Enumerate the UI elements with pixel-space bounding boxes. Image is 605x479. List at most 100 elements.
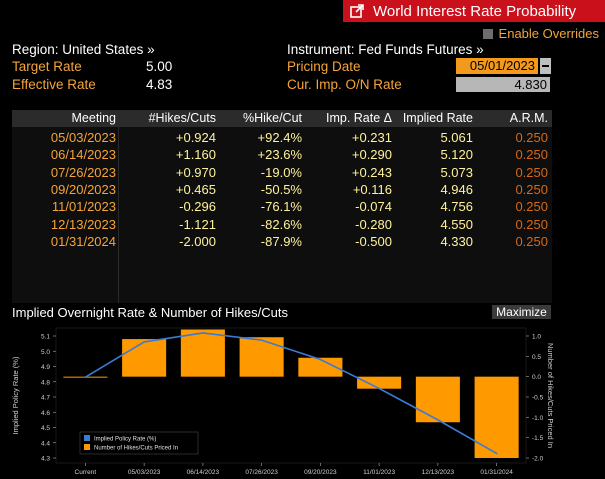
cell-hikes-cuts: -1.121: [179, 216, 216, 232]
y-tick-label: 5.0: [41, 349, 50, 356]
chart-title: Implied Overnight Rate & Number of Hikes…: [12, 305, 288, 320]
cell-arm: 0.250: [515, 164, 548, 180]
point-implied-rate: [84, 376, 87, 379]
y2-tick-label: 0.5: [532, 354, 541, 361]
cell-imp-rate-delta: +0.116: [352, 181, 392, 197]
legend-box: [79, 431, 199, 455]
cur-imp-rate-input[interactable]: 4.830: [456, 77, 550, 92]
cell-pct-hike-cut: -82.6%: [260, 216, 302, 232]
enable-overrides-checkbox[interactable]: [482, 28, 493, 39]
x-tick-label: 05/03/2023: [128, 469, 161, 476]
instrument-selector[interactable]: Instrument: Fed Funds Futures »: [287, 42, 484, 57]
cell-pct-hike-cut: -87.9%: [260, 233, 302, 249]
cell-hikes-cuts: +0.924: [175, 130, 216, 145]
cell-imp-rate-delta: +0.290: [351, 147, 392, 163]
cell-meeting[interactable]: 05/03/2023: [50, 130, 116, 145]
point-implied-rate: [260, 339, 263, 342]
cell-implied-rate: 4.550: [440, 216, 473, 232]
effective-rate-value: 4.83: [146, 77, 173, 92]
probability-table: Meeting #Hikes/Cuts %Hike/Cut Imp. Rate …: [12, 110, 552, 303]
cell-imp-rate-delta: -0.500: [355, 233, 392, 249]
enable-overrides-label: Enable Overrides: [498, 26, 599, 41]
pricing-date-label: Pricing Date: [287, 59, 361, 74]
y-tick-label: 4.3: [41, 456, 50, 463]
cell-imp-rate-delta: +0.231: [351, 130, 392, 145]
cell-meeting[interactable]: 07/26/2023: [50, 164, 116, 180]
target-rate-label: Target Rate: [12, 59, 82, 74]
column-header-arm[interactable]: A.R.M.: [509, 111, 548, 125]
y2-tick-label: 0.0: [532, 374, 541, 381]
cell-imp-rate-delta: -0.280: [355, 216, 392, 232]
table-header: Meeting #Hikes/Cuts %Hike/Cut Imp. Rate …: [12, 110, 552, 127]
point-implied-rate: [143, 341, 146, 343]
title-bar: World Interest Rate Probability: [0, 0, 605, 22]
column-header-pct-hike-cut[interactable]: %Hike/Cut: [242, 111, 302, 125]
bar-hikes-cuts: [180, 329, 225, 377]
column-header-hikes-cuts[interactable]: #Hikes/Cuts: [148, 111, 216, 125]
chart-header: Implied Overnight Rate & Number of Hikes…: [12, 305, 552, 320]
x-tick-label: Current: [75, 469, 97, 476]
y-tick-label: 4.7: [41, 395, 50, 402]
cell-meeting[interactable]: 06/14/2023: [50, 147, 116, 163]
cell-implied-rate: 5.061: [440, 130, 473, 145]
cell-arm: 0.250: [515, 181, 548, 197]
external-link-icon[interactable]: [350, 4, 364, 18]
legend-swatch-bar: [84, 444, 90, 450]
cell-hikes-cuts: +0.465: [175, 181, 216, 197]
line-implied-rate: [84, 332, 498, 455]
bar-hikes-cuts: [239, 337, 284, 377]
point-implied-rate: [319, 358, 322, 361]
legend-label-bar: Number of Hikes/Cuts Priced In: [94, 446, 178, 452]
legend-swatch-line: [84, 435, 90, 441]
point-implied-rate: [436, 418, 439, 421]
column-header-imp-rate-delta[interactable]: Imp. Rate Δ: [325, 111, 392, 125]
y-tick-label: 4.9: [41, 364, 50, 371]
x-tick-label: 09/20/2023: [304, 469, 337, 476]
cell-implied-rate: 4.330: [440, 233, 473, 249]
pricing-date-input[interactable]: 05/01/2023: [456, 58, 538, 74]
cell-meeting[interactable]: 01/31/2024: [50, 233, 116, 249]
bar-hikes-cuts: [122, 339, 167, 377]
maximize-button[interactable]: Maximize: [492, 305, 551, 319]
x-tick-label: 11/01/2023: [363, 469, 395, 476]
cell-arm: 0.250: [515, 216, 548, 232]
cell-meeting[interactable]: 12/13/2023: [50, 216, 116, 232]
cell-pct-hike-cut: -50.5%: [260, 181, 302, 197]
x-tick-label: 12/13/2023: [422, 469, 455, 476]
bar-hikes-cuts: [415, 376, 460, 423]
enable-overrides-toggle[interactable]: Enable Overrides: [482, 26, 599, 41]
region-selector[interactable]: Region: United States »: [12, 42, 155, 57]
cell-implied-rate: 5.120: [440, 147, 473, 163]
y-tick-label: 4.8: [41, 379, 50, 386]
y2-tick-label: -2.0: [532, 456, 544, 463]
cell-pct-hike-cut: +23.6%: [257, 147, 302, 163]
calendar-minus-button[interactable]: [540, 58, 551, 74]
bar-hikes-cuts: [357, 376, 402, 389]
y2-tick-label: -1.5: [532, 435, 544, 442]
cell-pct-hike-cut: -76.1%: [260, 199, 302, 215]
cell-hikes-cuts: -2.000: [179, 233, 216, 249]
y-tick-label: 4.4: [41, 440, 50, 447]
cell-meeting[interactable]: 09/20/2023: [50, 181, 116, 197]
cell-implied-rate: 4.946: [440, 181, 473, 197]
cell-meeting[interactable]: 11/01/2023: [51, 199, 116, 215]
x-tick-label: 07/26/2023: [245, 469, 278, 476]
y-tick-label: 4.5: [41, 425, 50, 432]
y-axis-label: Implied Policy Rate (%): [11, 356, 20, 434]
cell-implied-rate: 4.756: [440, 199, 473, 215]
cell-implied-rate: 5.073: [440, 164, 473, 180]
bar-hikes-cuts: [474, 376, 519, 458]
window-title: World Interest Rate Probability: [373, 2, 577, 20]
column-divider: [118, 127, 119, 303]
cell-hikes-cuts: +0.970: [175, 164, 216, 180]
cell-pct-hike-cut: -19.0%: [260, 164, 302, 180]
cell-arm: 0.250: [515, 233, 548, 249]
cur-imp-rate-label: Cur. Imp. O/N Rate: [287, 77, 402, 92]
cell-arm: 0.250: [515, 147, 548, 163]
cell-imp-rate-delta: -0.074: [355, 199, 392, 215]
cell-arm: 0.250: [515, 130, 548, 145]
y2-tick-label: 1.0: [532, 334, 541, 341]
column-header-meeting[interactable]: Meeting: [71, 111, 116, 125]
column-header-implied-rate[interactable]: Implied Rate: [402, 111, 473, 125]
y-tick-label: 5.1: [41, 334, 50, 341]
